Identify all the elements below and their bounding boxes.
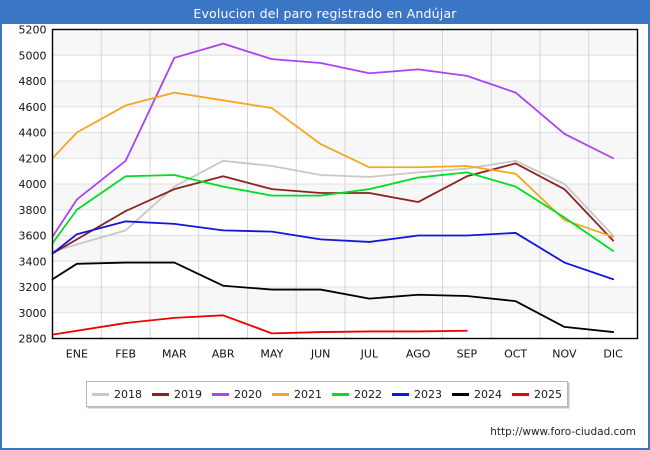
source-url: http://www.foro-ciudad.com	[490, 426, 636, 438]
chart-series-lines	[51, 42, 615, 336]
x-tick-label: ENE	[66, 348, 88, 361]
legend-item-2023[interactable]: 2023	[387, 388, 447, 401]
chart-gridlines	[52, 29, 638, 339]
y-tick-label: 4800	[19, 75, 47, 88]
series-line-2022	[51, 171, 615, 252]
page-title: Evolucion del paro registrado en Andújar	[193, 5, 457, 21]
legend-swatch-icon	[392, 392, 409, 396]
chart-legend: 2018 2019 2020 2021 2022 2023 2024 2025	[86, 381, 568, 407]
window-title-bar: Evolucion del paro registrado en Andújar	[2, 2, 648, 24]
x-tick-label: NOV	[552, 348, 577, 361]
legend-swatch-icon	[152, 392, 169, 396]
legend-item-label: 2019	[174, 387, 202, 401]
y-tick-label: 5000	[19, 49, 47, 62]
legend-item-2018[interactable]: 2018	[87, 388, 147, 401]
x-tick-label: DIC	[603, 348, 623, 361]
legend-swatch-icon	[92, 392, 109, 396]
y-tick-label: 3200	[19, 281, 47, 294]
legend-swatch-icon	[272, 392, 289, 396]
legend-item-2025[interactable]: 2025	[507, 388, 567, 401]
y-tick-label: 4000	[19, 178, 47, 191]
x-tick-label: FEB	[115, 348, 136, 361]
x-tick-label: AGO	[406, 348, 431, 361]
series-line-2023	[51, 220, 615, 281]
series-line-2021	[51, 91, 615, 238]
legend-item-label: 2023	[414, 387, 442, 401]
legend-swatch-icon	[452, 392, 469, 396]
x-tick-label: MAY	[260, 348, 283, 361]
x-tick-label: ABR	[212, 348, 235, 361]
x-tick-label: SEP	[457, 348, 478, 361]
legend-item-2021[interactable]: 2021	[267, 388, 327, 401]
legend-swatch-icon	[212, 392, 229, 396]
chart-plot-border	[51, 28, 639, 340]
series-line-2024	[51, 261, 615, 333]
y-tick-label: 3400	[19, 255, 47, 268]
y-tick-label: 3000	[19, 307, 47, 320]
x-tick-label: JUL	[360, 348, 379, 361]
y-tick-label: 3800	[19, 204, 47, 217]
y-tick-label: 4200	[19, 152, 47, 165]
series-line-2018	[51, 159, 615, 253]
chart-y-tick-labels: 2800 3000 3200 3400 3600 3800 4000 4200 4400 4600…	[19, 24, 47, 346]
legend-swatch-icon	[512, 392, 529, 396]
y-tick-label: 3600	[19, 230, 47, 243]
x-tick-label: JUN	[310, 348, 331, 361]
legend-item-2019[interactable]: 2019	[147, 388, 207, 401]
legend-item-label: 2020	[234, 387, 262, 401]
legend-item-2024[interactable]: 2024	[447, 388, 507, 401]
x-tick-label: MAR	[162, 348, 187, 361]
legend-item-2022[interactable]: 2022	[327, 388, 387, 401]
chart-x-tick-labels: ENE FEB MAR ABR MAY JUN JUL AGO SEP OCT NOV DIC	[66, 348, 623, 361]
legend-item-2020[interactable]: 2020	[207, 388, 267, 401]
chart-plot-area: 2800 3000 3200 3400 3600 3800 4000 4200 4400 4600…	[2, 24, 648, 364]
y-tick-label: 5200	[19, 24, 47, 37]
legend-swatch-icon	[332, 392, 349, 396]
line-chart-svg: 2800 3000 3200 3400 3600 3800 4000 4200 4400 4600…	[19, 24, 639, 361]
legend-item-label: 2021	[294, 387, 322, 401]
legend-item-label: 2018	[114, 387, 142, 401]
y-tick-label: 2800	[19, 333, 47, 346]
legend-item-label: 2022	[354, 387, 382, 401]
legend-item-label: 2025	[534, 387, 562, 401]
x-tick-label: OCT	[504, 348, 527, 361]
y-tick-label: 4600	[19, 101, 47, 114]
series-line-2020	[51, 42, 615, 238]
legend-item-label: 2024	[474, 387, 502, 401]
y-tick-label: 4400	[19, 127, 47, 140]
series-line-2019	[51, 162, 615, 255]
series-line-2025	[51, 314, 468, 336]
